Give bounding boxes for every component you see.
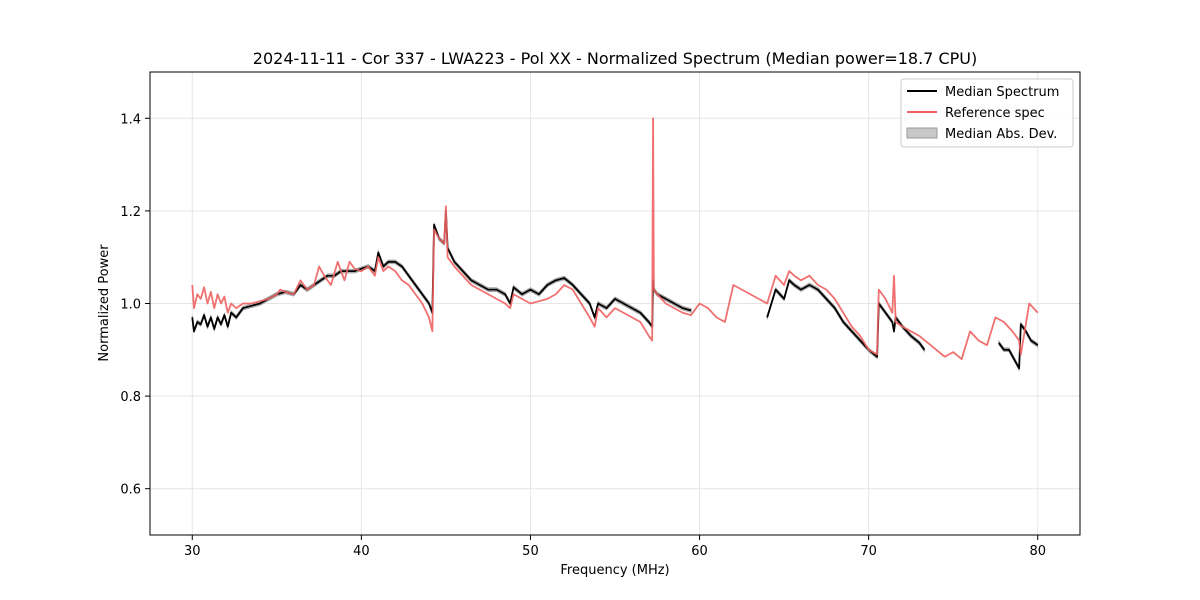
legend-label: Reference spec — [945, 106, 1045, 121]
y-tick-label: 1.2 — [120, 205, 141, 220]
y-tick-label: 0.8 — [120, 390, 141, 405]
y-axis-label: Normalized Power — [97, 244, 112, 362]
legend-label: Median Abs. Dev. — [945, 127, 1057, 142]
mad-band — [766, 277, 925, 360]
x-axis-ticks: 30 40 50 60 70 80 — [184, 535, 1046, 559]
y-tick-label: 1.4 — [120, 112, 141, 127]
series-layer — [191, 117, 1039, 370]
mad-band — [191, 209, 692, 334]
chart-title: 2024-11-11 - Cor 337 - LWA223 - Pol XX -… — [253, 49, 977, 68]
median-spectrum-line — [998, 323, 1039, 370]
reference-spec-line — [191, 117, 1039, 360]
median-spectrum-line — [766, 279, 926, 358]
x-tick-label: 80 — [1029, 544, 1046, 559]
x-tick-label: 40 — [353, 544, 370, 559]
x-tick-label: 70 — [860, 544, 877, 559]
y-tick-label: 0.6 — [120, 483, 141, 498]
legend-box — [900, 78, 1074, 148]
x-tick-label: 50 — [522, 544, 539, 559]
median-spectrum-line — [191, 209, 692, 333]
legend-label: Median Spectrum — [945, 85, 1059, 100]
legend-swatch-band — [906, 127, 938, 139]
x-tick-label: 30 — [184, 544, 201, 559]
x-axis-label: Frequency (MHz) — [560, 563, 669, 578]
x-tick-label: 60 — [691, 544, 708, 559]
legend: Median Spectrum Reference spec Median Abs.… — [900, 78, 1074, 148]
y-tick-label: 1.0 — [120, 298, 141, 313]
y-axis-ticks: 0.6 0.8 1.0 1.2 1.4 — [120, 112, 150, 498]
